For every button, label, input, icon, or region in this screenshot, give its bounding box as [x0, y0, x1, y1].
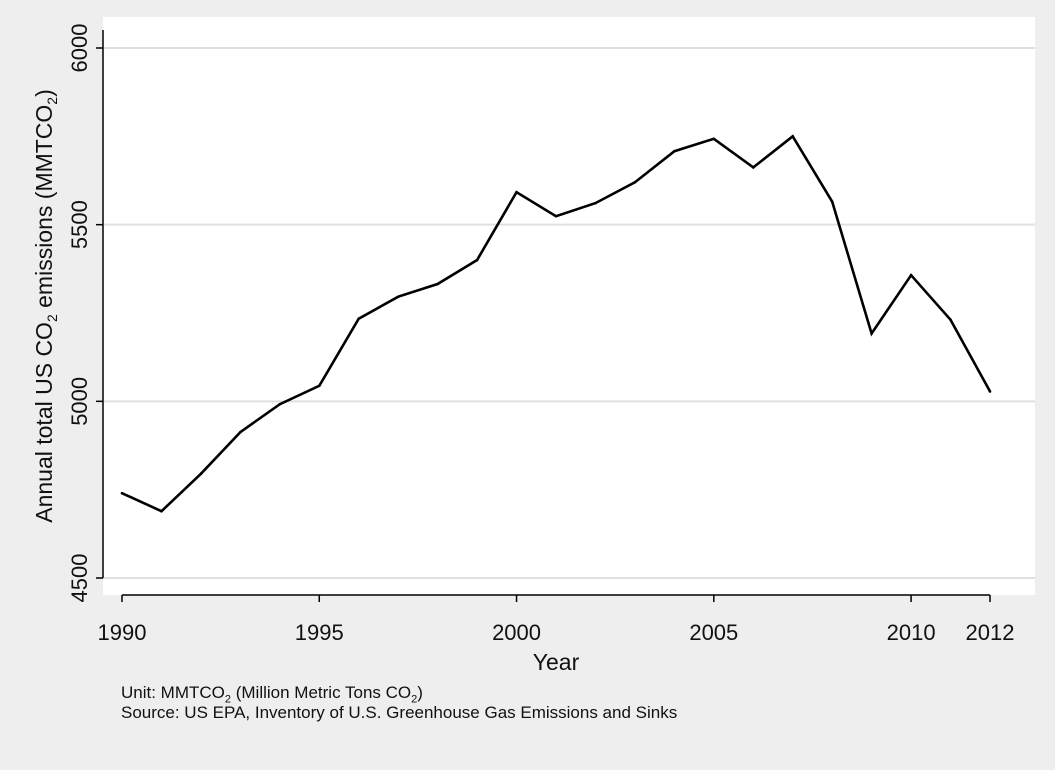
data-point [949, 318, 952, 322]
data-point [515, 190, 518, 194]
data-point [475, 258, 479, 262]
data-point [120, 491, 124, 495]
y-tick-label: 5000 [67, 377, 92, 426]
grid-lines [104, 47, 1035, 579]
x-axis-ticks: 1990 1995 2000 2005 2010 2012 [98, 595, 1015, 645]
data-point [830, 200, 834, 203]
data-point [239, 430, 242, 434]
x-tick-label: 2010 [887, 620, 936, 645]
unit-note: Unit: MMTCO2 (Million Metric Tons CO2) [121, 683, 423, 706]
data-point [673, 149, 676, 153]
y-axis-label: Annual total US CO2 emissions (MMTCO2) [31, 89, 60, 523]
x-axis-label: Year [533, 649, 580, 675]
data-point [436, 282, 439, 286]
plot-area [103, 17, 1035, 595]
data-point [554, 214, 558, 218]
data-points [120, 135, 992, 513]
data-point [594, 201, 597, 205]
y-tick-label: 5500 [67, 200, 92, 249]
data-point [633, 180, 637, 184]
x-tick-label: 2000 [492, 620, 541, 645]
source-note: Source: US EPA, Inventory of U.S. Greenh… [121, 703, 678, 722]
x-tick-label: 1995 [295, 620, 344, 645]
data-point [278, 402, 282, 406]
data-point [317, 384, 321, 388]
x-tick-label: 2005 [689, 620, 738, 645]
x-tick-label: 1990 [98, 620, 147, 645]
data-point [751, 166, 755, 169]
line-chart: 4500 5000 5500 6000 1990 1995 2000 2005 2010 201… [31, 17, 1035, 675]
data-point [357, 317, 361, 320]
data-point [160, 509, 163, 513]
data-point [909, 273, 913, 277]
data-point [870, 332, 873, 335]
y-axis-ticks: 4500 5000 5500 6000 [67, 24, 103, 603]
data-point [396, 295, 400, 299]
y-tick-label: 4500 [67, 554, 92, 603]
data-point [791, 135, 795, 138]
data-point [712, 137, 716, 141]
data-point [199, 472, 203, 476]
y-tick-label: 6000 [67, 24, 92, 73]
x-tick-label: 2012 [966, 620, 1015, 645]
data-point [988, 390, 992, 393]
